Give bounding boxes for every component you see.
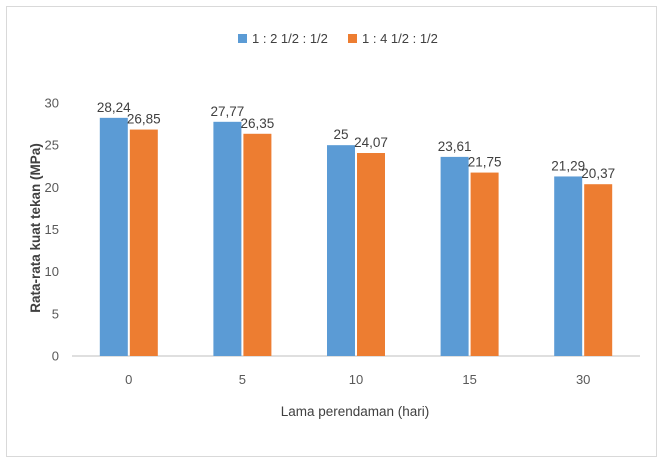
bar-series2-0 [129,129,158,356]
bar-series2-15 [470,172,499,356]
data-label-series1-30: 21,29 [551,158,585,173]
bar-series1-0 [99,117,128,356]
y-tick-label: 0 [52,349,59,364]
legend-label-series2: 1 : 4 1/2 : 1/2 [362,31,438,46]
data-label-series1-5: 27,77 [211,104,245,119]
bars [99,117,613,356]
bar-series1-5 [213,121,242,356]
data-label-series1-10: 25 [333,127,348,142]
bar-series2-5 [243,133,272,356]
legend-swatch-series2 [348,34,357,43]
data-label-series1-15: 23,61 [438,139,472,154]
legend-label-series1: 1 : 2 1/2 : 1/2 [252,31,328,46]
bar-series2-30 [584,184,613,356]
y-axis-title: Rata-rata kuat tekan (MPa) [28,143,43,313]
data-label-series1-0: 28,24 [97,100,131,115]
data-label-series2-0: 26,85 [127,112,161,127]
y-axis-ticks: 0 5 10 15 20 25 30 [45,96,59,364]
y-tick-label: 20 [45,180,59,195]
x-tick-label: 30 [576,372,590,387]
x-axis-ticks: 0 5 10 15 30 [125,372,590,387]
x-tick-label: 15 [462,372,476,387]
y-tick-label: 10 [45,264,59,279]
y-tick-label: 25 [45,138,59,153]
bar-series2-10 [357,153,385,356]
x-tick-label: 5 [239,372,246,387]
legend: 1 : 2 1/2 : 1/2 1 : 4 1/2 : 1/2 [238,31,438,46]
bar-series1-15 [440,156,469,356]
x-tick-label: 10 [349,372,363,387]
legend-swatch-series1 [238,34,247,43]
x-tick-label: 0 [125,372,132,387]
data-label-series2-30: 20,37 [581,166,615,181]
bar-series1-30 [554,176,583,356]
data-label-series2-5: 26,35 [241,116,275,131]
data-label-series2-15: 21,75 [468,155,502,170]
y-tick-label: 15 [45,222,59,237]
y-tick-label: 30 [45,96,59,111]
bar-series1-10 [327,145,355,356]
x-axis-title: Lama perendaman (hari) [281,404,430,419]
data-label-series2-10: 24,07 [354,135,388,150]
y-tick-label: 5 [52,306,59,321]
